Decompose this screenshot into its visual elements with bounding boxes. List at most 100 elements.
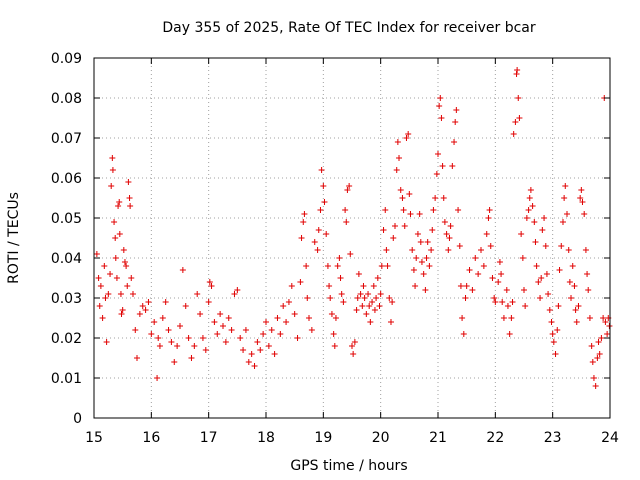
data-point — [480, 263, 487, 269]
y-tick-label: 0.01 — [51, 371, 82, 387]
data-point — [109, 167, 116, 173]
data-point — [483, 231, 490, 237]
data-point — [107, 271, 114, 277]
data-point — [594, 355, 601, 361]
data-point — [211, 319, 218, 325]
data-point — [585, 287, 592, 293]
data-point — [604, 331, 611, 337]
data-point — [430, 207, 437, 213]
data-point — [422, 287, 429, 293]
data-point — [155, 335, 162, 341]
data-point — [531, 219, 538, 225]
data-point — [321, 199, 328, 205]
data-point — [119, 307, 126, 313]
data-point — [332, 315, 339, 321]
data-point — [403, 135, 410, 141]
data-point — [117, 291, 124, 297]
x-axis-label: GPS time / hours — [290, 458, 407, 474]
data-point — [485, 215, 492, 221]
data-point — [406, 191, 413, 197]
data-point — [214, 331, 221, 337]
data-point — [586, 315, 593, 321]
data-point — [317, 207, 324, 213]
data-point — [222, 339, 229, 345]
data-point — [206, 279, 213, 285]
data-point — [584, 271, 591, 277]
data-point — [466, 267, 473, 273]
data-point — [274, 315, 281, 321]
data-point — [441, 219, 448, 225]
data-point — [280, 303, 287, 309]
data-point — [185, 335, 192, 341]
data-point — [498, 271, 505, 277]
data-point — [328, 311, 335, 317]
data-point — [380, 227, 387, 233]
data-point — [377, 291, 384, 297]
data-point — [462, 295, 469, 301]
data-point — [116, 199, 123, 205]
data-point — [370, 283, 377, 289]
data-point — [350, 351, 357, 357]
data-point — [555, 303, 562, 309]
data-point — [437, 95, 444, 101]
data-point — [532, 239, 539, 245]
data-point — [231, 291, 238, 297]
y-tick-label: 0.09 — [51, 51, 82, 67]
data-point — [500, 315, 507, 321]
data-point — [145, 299, 152, 305]
data-point — [538, 275, 545, 281]
data-point — [136, 311, 143, 317]
data-point — [156, 343, 163, 349]
data-point — [548, 319, 555, 325]
data-point — [541, 215, 548, 221]
data-point — [174, 343, 181, 349]
y-tick-label: 0.02 — [51, 331, 82, 347]
data-point — [116, 231, 123, 237]
data-point — [433, 171, 440, 177]
data-point — [134, 355, 140, 361]
data-point — [353, 307, 360, 313]
x-tick-label: 17 — [200, 430, 218, 446]
data-point — [539, 227, 546, 233]
data-point — [159, 315, 166, 321]
data-point — [202, 347, 209, 353]
data-point — [439, 163, 446, 169]
data-point — [365, 291, 372, 297]
data-point — [447, 223, 454, 229]
data-point — [349, 343, 355, 349]
data-point — [268, 327, 275, 333]
y-axis-tick-labels: 0 0.01 0.02 0.03 0.04 0.05 0.06 0.07 0.08 0.09 — [51, 51, 82, 427]
data-point — [571, 283, 578, 289]
data-point — [112, 255, 119, 261]
data-point — [519, 255, 526, 261]
data-point — [449, 163, 456, 169]
data-point — [217, 311, 224, 317]
data-point — [129, 291, 136, 297]
data-point — [113, 275, 120, 281]
data-point — [503, 287, 510, 293]
data-point — [582, 247, 589, 253]
data-point — [363, 311, 370, 317]
data-point — [525, 207, 532, 213]
data-point — [376, 303, 383, 309]
x-tick-label: 18 — [257, 430, 275, 446]
data-point — [595, 339, 602, 345]
data-point — [320, 183, 327, 189]
data-point — [561, 195, 568, 201]
x-tick-label: 24 — [601, 430, 619, 446]
data-point — [600, 315, 607, 321]
data-point — [512, 119, 519, 125]
data-point — [344, 187, 351, 193]
data-point — [367, 319, 374, 325]
data-point — [602, 319, 609, 325]
data-point — [93, 251, 100, 257]
data-point — [566, 279, 573, 285]
data-point — [569, 263, 576, 269]
data-point — [288, 283, 295, 289]
data-point — [588, 343, 595, 349]
data-point — [308, 327, 315, 333]
data-point — [240, 347, 247, 353]
data-point — [463, 283, 470, 289]
data-point — [306, 315, 312, 321]
data-point — [95, 275, 102, 281]
